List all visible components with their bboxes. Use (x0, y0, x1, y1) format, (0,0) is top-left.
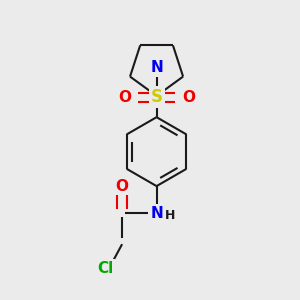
Text: O: O (182, 90, 195, 105)
Text: N: N (150, 206, 163, 220)
Text: H: H (165, 209, 176, 222)
Text: Cl: Cl (97, 261, 113, 276)
Text: O: O (116, 178, 129, 194)
Text: N: N (150, 61, 163, 76)
Text: O: O (118, 90, 131, 105)
Text: N: N (150, 61, 163, 76)
Text: S: S (151, 88, 163, 106)
